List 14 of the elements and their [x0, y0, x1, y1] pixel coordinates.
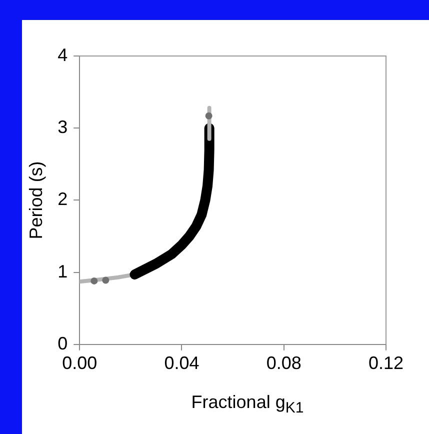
x-axis-title: Fractional g$_{K1}$ [190, 392, 305, 417]
point [205, 112, 212, 120]
y-tick-label: 3 [58, 117, 68, 138]
point [90, 277, 98, 284]
x-tick-label: 0.00 [62, 353, 98, 374]
point [102, 276, 110, 284]
y-axis-title: Period (s) [26, 161, 46, 240]
y-tick-label: 2 [58, 189, 68, 210]
y-tick-label: 1 [58, 261, 68, 282]
x-tick-label: 0.12 [368, 353, 404, 374]
y-tick-label: 0 [58, 333, 68, 354]
x-tick-label: 0.08 [266, 353, 302, 374]
y-tick-label: 4 [58, 44, 68, 65]
x-tick-label: 0.04 [164, 353, 200, 374]
